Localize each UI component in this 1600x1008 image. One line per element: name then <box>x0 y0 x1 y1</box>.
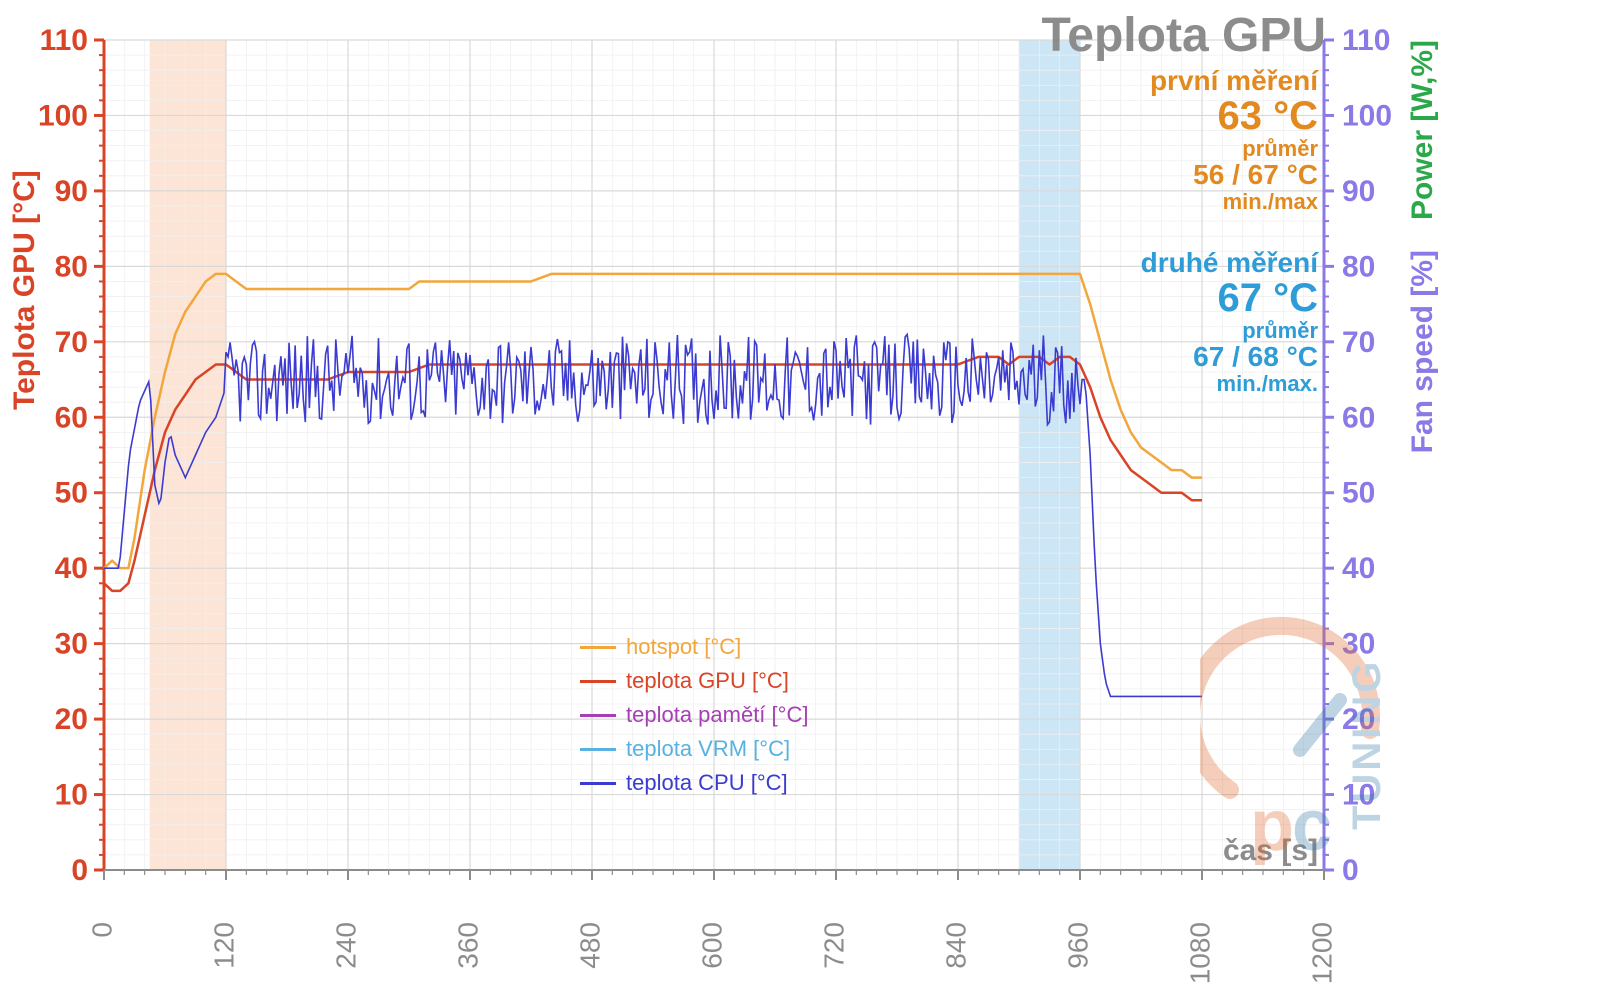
first-value-sub: průměr <box>1150 137 1318 160</box>
svg-text:840: 840 <box>940 922 971 969</box>
first-range: 56 / 67 °C <box>1150 160 1318 189</box>
svg-text:60: 60 <box>55 401 88 434</box>
svg-text:90: 90 <box>1342 175 1375 208</box>
second-range: 67 / 68 °C <box>1141 342 1318 371</box>
legend-label: teplota GPU [°C] <box>626 668 789 694</box>
svg-text:0: 0 <box>71 854 88 887</box>
first-header: první měření <box>1150 66 1318 95</box>
legend-item: teplota CPU [°C] <box>580 766 808 800</box>
legend-swatch <box>580 714 616 717</box>
second-value-sub: průměr <box>1141 319 1318 342</box>
chart-title: Teplota GPU <box>1042 8 1326 63</box>
svg-text:100: 100 <box>1342 99 1392 132</box>
legend-swatch <box>580 748 616 751</box>
y-right-axis-label-1: Fan speed [%] <box>1406 250 1440 453</box>
svg-text:120: 120 <box>208 922 239 969</box>
legend-label: teplota VRM [°C] <box>626 736 790 762</box>
svg-text:20: 20 <box>55 703 88 736</box>
x-axis-label: čas [s] <box>1223 834 1318 868</box>
svg-text:20: 20 <box>1342 703 1375 736</box>
first-value: 63 °C <box>1150 95 1318 137</box>
svg-text:80: 80 <box>55 250 88 283</box>
svg-text:360: 360 <box>452 922 483 969</box>
svg-text:60: 60 <box>1342 401 1375 434</box>
svg-text:100: 100 <box>38 99 88 132</box>
svg-text:600: 600 <box>696 922 727 969</box>
legend-label: hotspot [°C] <box>626 634 741 660</box>
first-measurement-annotation: první měření 63 °C průměr 56 / 67 °C min… <box>1150 66 1318 213</box>
svg-text:0: 0 <box>1342 854 1359 887</box>
svg-text:720: 720 <box>818 922 849 969</box>
second-range-sub: min./max. <box>1141 372 1318 395</box>
svg-text:30: 30 <box>1342 628 1375 661</box>
svg-text:30: 30 <box>55 628 88 661</box>
svg-text:10: 10 <box>1342 779 1375 812</box>
svg-text:70: 70 <box>55 326 88 359</box>
svg-text:80: 80 <box>1342 250 1375 283</box>
legend-label: teplota pamětí [°C] <box>626 702 808 728</box>
svg-text:110: 110 <box>1342 24 1390 57</box>
svg-text:480: 480 <box>574 922 605 969</box>
second-header: druhé měření <box>1141 248 1318 277</box>
chart-plot-area: 0 10 20 30 40 50 60 70 80 90 100 110 0 10 20 30 40 50 60 70… <box>0 0 1600 1008</box>
legend-item: hotspot [°C] <box>580 630 808 664</box>
legend-swatch <box>580 782 616 785</box>
legend-item: teplota pamětí [°C] <box>580 698 808 732</box>
svg-text:1200: 1200 <box>1306 922 1337 984</box>
svg-text:0: 0 <box>86 922 117 938</box>
legend-item: teplota VRM [°C] <box>580 732 808 766</box>
y-right-axis-label-2: Power [W,%] <box>1406 40 1440 220</box>
svg-text:70: 70 <box>1342 326 1375 359</box>
svg-text:50: 50 <box>55 477 88 510</box>
svg-text:90: 90 <box>55 175 88 208</box>
svg-text:50: 50 <box>1342 477 1375 510</box>
svg-text:960: 960 <box>1062 922 1093 969</box>
svg-text:240: 240 <box>330 922 361 969</box>
chart-root: 0 10 20 30 40 50 60 70 80 90 100 110 0 10 20 30 40 50 60 70… <box>0 0 1600 1008</box>
legend-item: teplota GPU [°C] <box>580 664 808 698</box>
svg-text:1080: 1080 <box>1184 922 1215 984</box>
svg-text:110: 110 <box>40 24 88 57</box>
legend-swatch <box>580 680 616 683</box>
legend-swatch <box>580 646 616 649</box>
legend: hotspot [°C] teplota GPU [°C] teplota pamě… <box>580 630 808 800</box>
svg-text:40: 40 <box>1342 552 1375 585</box>
svg-text:10: 10 <box>55 779 88 812</box>
second-measurement-annotation: druhé měření 67 °C průměr 67 / 68 °C min… <box>1141 248 1318 395</box>
second-value: 67 °C <box>1141 277 1318 319</box>
legend-label: teplota CPU [°C] <box>626 770 788 796</box>
first-range-sub: min./max <box>1150 190 1318 213</box>
y-left-axis-label: Teplota GPU [°C] <box>8 90 42 410</box>
svg-text:40: 40 <box>55 552 88 585</box>
